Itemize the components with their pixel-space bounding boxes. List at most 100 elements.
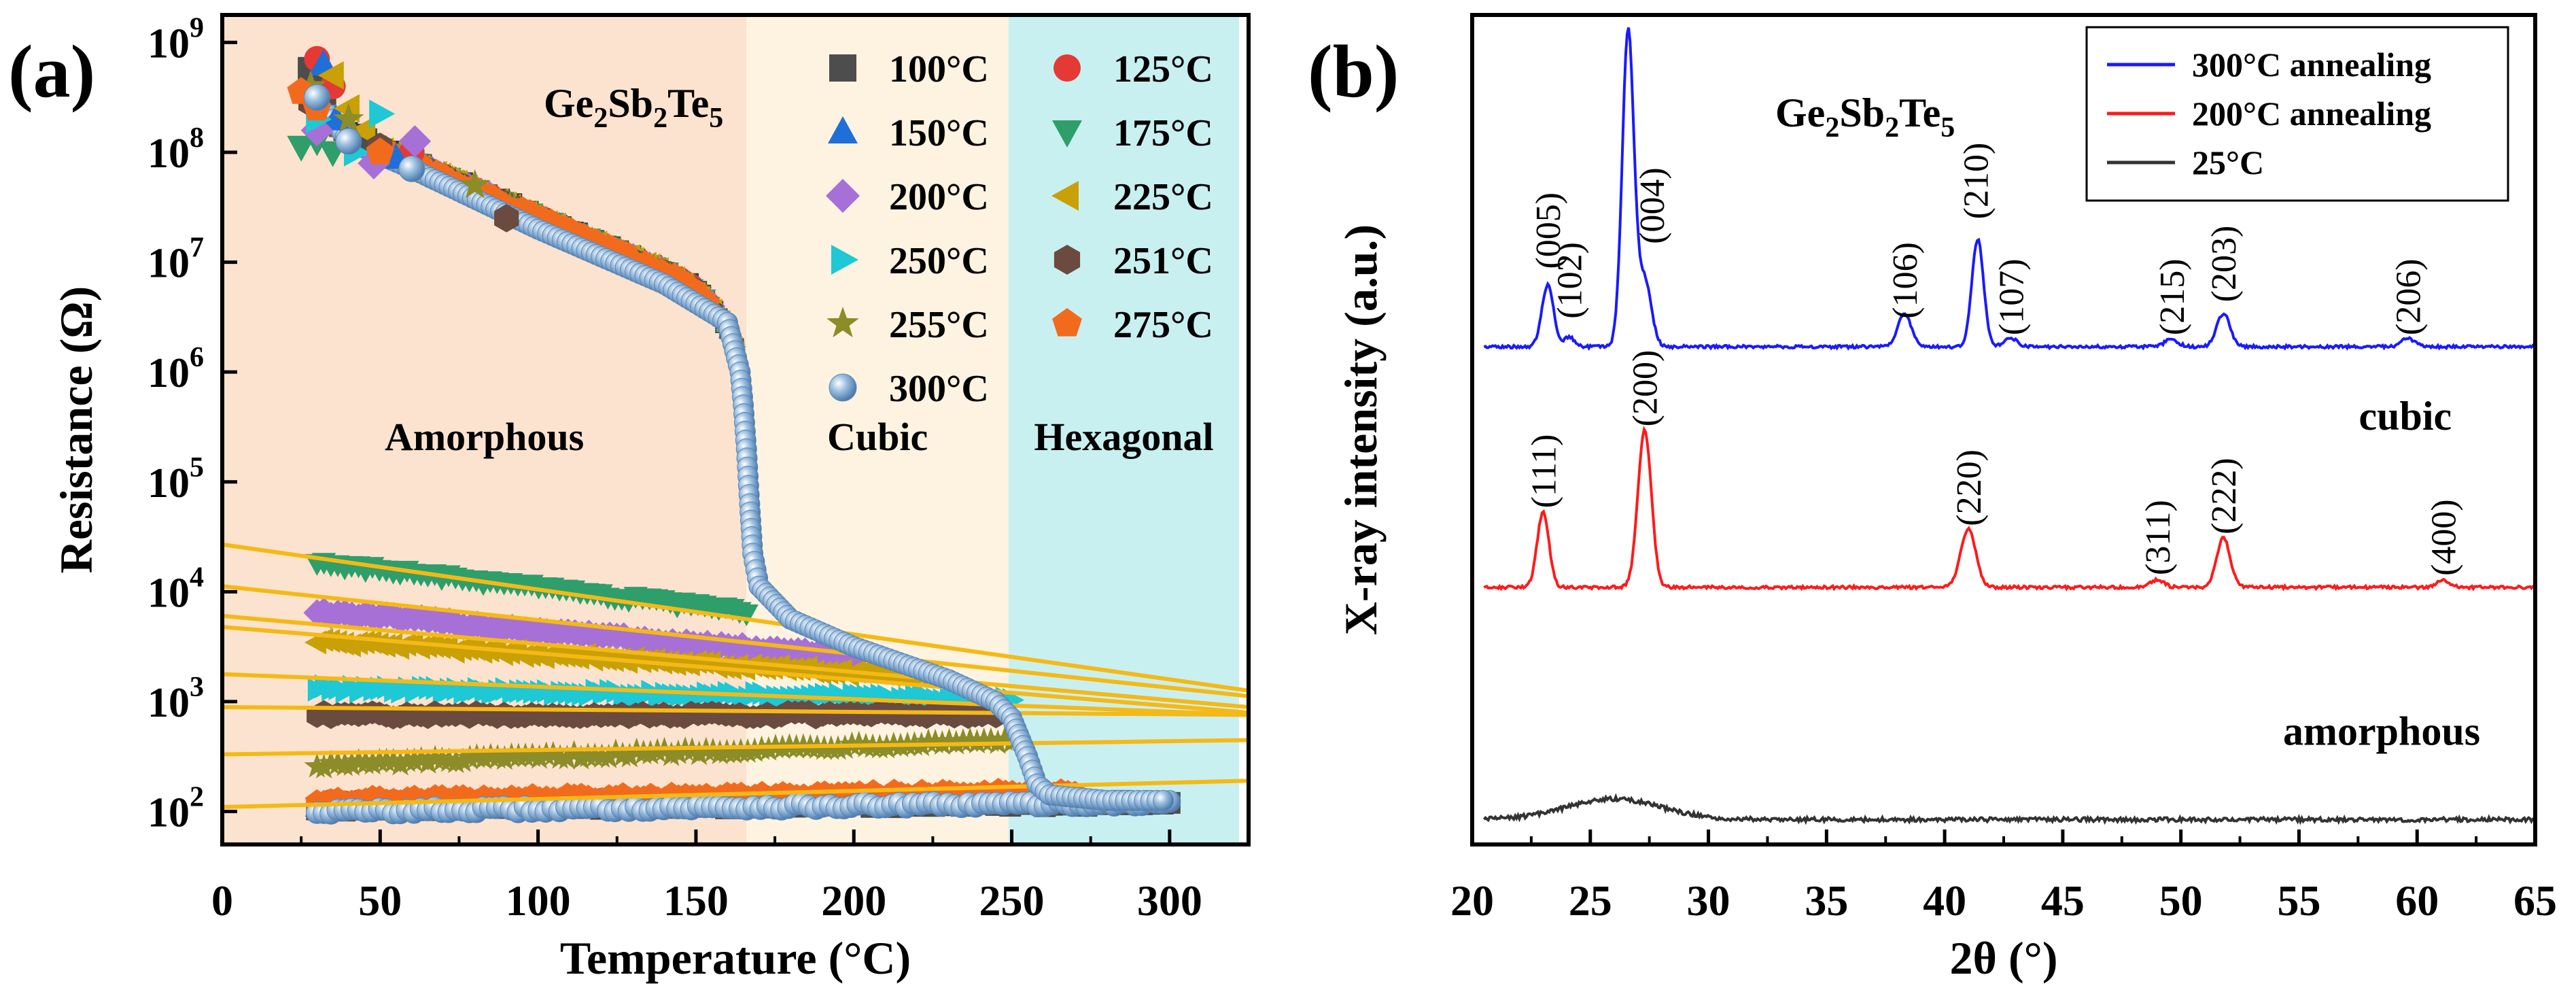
- legend-label-a: 250°C: [889, 240, 989, 282]
- y-tick-label-a: 105: [147, 452, 204, 507]
- fit-line-6: [222, 705, 1249, 717]
- iso-marker: [526, 744, 553, 769]
- legend-label-a: 225°C: [1113, 176, 1213, 218]
- y-tick-label-a: 104: [147, 562, 204, 616]
- axis-ticks-b: 20 25 30 35 40 45 50 55 60 65: [1450, 829, 2557, 925]
- peak-label: (005): [1529, 192, 1568, 269]
- iso-marker: [734, 604, 759, 626]
- iso-marker: [415, 749, 441, 774]
- fit-line-2: [222, 584, 1249, 698]
- fit-line-5: [222, 672, 1249, 717]
- region-label-amorphous: Amorphous: [385, 415, 584, 459]
- iso-marker: [311, 753, 337, 779]
- point-251C-3: [494, 204, 519, 233]
- legend-marker-225C: [1051, 181, 1079, 211]
- peak-label: (400): [2425, 499, 2464, 576]
- x-axis-label-a: Temperature (°C): [560, 932, 911, 984]
- y-tick-label-a: 109: [147, 12, 204, 67]
- legend-label-a: 300°C: [889, 368, 989, 410]
- legend-marker-125C: [1054, 54, 1081, 82]
- fit-line-1: [222, 542, 1249, 693]
- point-175C-1: [287, 135, 316, 162]
- peak-label: (215): [2153, 258, 2192, 335]
- x-tick-label-a: 250: [979, 876, 1045, 925]
- legend-label-a: 275°C: [1113, 304, 1213, 346]
- iso-marker: [568, 745, 594, 770]
- panel-a: 0 50 100 150 200 250 300 102 103 104 105 106 107 108 1…: [8, 12, 1251, 984]
- peak-label: (222): [2205, 458, 2244, 534]
- point-275C-3: [366, 137, 395, 165]
- iso-marker: [658, 741, 684, 766]
- iso-marker: [360, 750, 386, 775]
- material-title-a: Ge2Sb2Te5: [544, 81, 723, 134]
- y-tick-label-a: 106: [147, 342, 204, 396]
- x-tick-label-a: 150: [663, 876, 729, 925]
- peak-label: (200): [1626, 350, 1665, 427]
- peak-label: (107): [1992, 258, 2031, 335]
- y-tick-label-a: 107: [147, 233, 204, 287]
- x-tick-label-a: 50: [358, 876, 402, 925]
- x-tick-label-b: 45: [2041, 876, 2085, 925]
- iso-marker: [665, 739, 691, 764]
- iso-marker: [595, 743, 622, 768]
- fit-line-7: [222, 738, 1249, 757]
- iso-marker: [470, 745, 497, 770]
- phase-label-amorphous: amorphous: [2283, 709, 2480, 754]
- iso-marker: [638, 740, 663, 765]
- legend-marker-150C: [828, 116, 858, 143]
- x-tick-label-a: 200: [821, 876, 886, 925]
- legend-label-b: 200°C annealing: [2192, 95, 2431, 133]
- peak-label: (206): [2389, 258, 2428, 335]
- data-markers: [287, 46, 519, 233]
- x-tick-label-b: 55: [2277, 876, 2320, 925]
- xrd-line-1: [1483, 27, 2535, 352]
- xrd-line-3: [1482, 793, 2535, 825]
- xrd-patterns: [1482, 27, 2535, 825]
- y-axis-label-a: Resistance (Ω): [50, 286, 102, 574]
- x-tick-label-b: 20: [1450, 876, 1494, 925]
- peak-label: (111): [1525, 434, 1563, 509]
- axis-ticks-a: 0 50 100 150 200 250 300 102 103 104 105 106 107 108 1…: [147, 12, 1202, 925]
- iso-band-4: [304, 553, 759, 626]
- legend-label-a: 251°C: [1113, 240, 1213, 282]
- legend-b: 300°C annealing 200°C annealing 25°C: [2085, 26, 2509, 202]
- y-tick-label-a: 102: [147, 782, 204, 836]
- iso-marker: [387, 751, 414, 776]
- legend-marker-200C: [826, 179, 860, 213]
- legend-label-a: 200°C: [889, 176, 989, 218]
- panel-label-a: (a): [8, 30, 95, 113]
- legend-label-a: 175°C: [1113, 112, 1213, 154]
- x-tick-label-b: 50: [2159, 876, 2203, 925]
- point-225C-1: [317, 61, 344, 90]
- peak-label: (210): [1957, 143, 1996, 220]
- point-255C-3: [459, 169, 491, 199]
- legend-marker-300C: [829, 373, 857, 402]
- x-tick-label-b: 40: [1923, 876, 1966, 925]
- legend-marker-175C: [1052, 120, 1082, 148]
- y-tick-label-a: 103: [147, 672, 204, 726]
- point-225C-3: [349, 116, 376, 145]
- legend-marker-250C: [831, 245, 858, 275]
- peak-label: (102): [1551, 242, 1590, 319]
- phase-label-cubic: cubic: [2359, 394, 2452, 439]
- panel-label-b: (b): [1308, 30, 1399, 113]
- region-label-cubic: Cubic: [827, 415, 928, 459]
- iso-marker: [686, 740, 712, 766]
- phase-labels: hexagonalcubicamorphous: [2283, 153, 2480, 753]
- legend-label-b: 300°C annealing: [2192, 46, 2431, 84]
- point-250C-3: [369, 99, 396, 129]
- fit-line-4: [222, 625, 1249, 715]
- x-tick-label-b: 60: [2395, 876, 2439, 925]
- legend-marker-275C: [1052, 308, 1082, 337]
- iso-marker: [491, 745, 518, 770]
- x-tick-label-b: 65: [2513, 876, 2557, 925]
- x-tick-label-a: 0: [211, 876, 233, 925]
- peak-labels: (005)(102)(103)(004)(106)(210)(107)(215)…: [1525, 143, 2464, 576]
- iso-marker: [450, 747, 476, 772]
- iso-marker: [616, 742, 643, 768]
- xrd-line-2: [1483, 426, 2535, 592]
- iso-marker: [408, 746, 434, 771]
- peak-label: (311): [2139, 500, 2178, 575]
- point-255C-2: [333, 103, 364, 133]
